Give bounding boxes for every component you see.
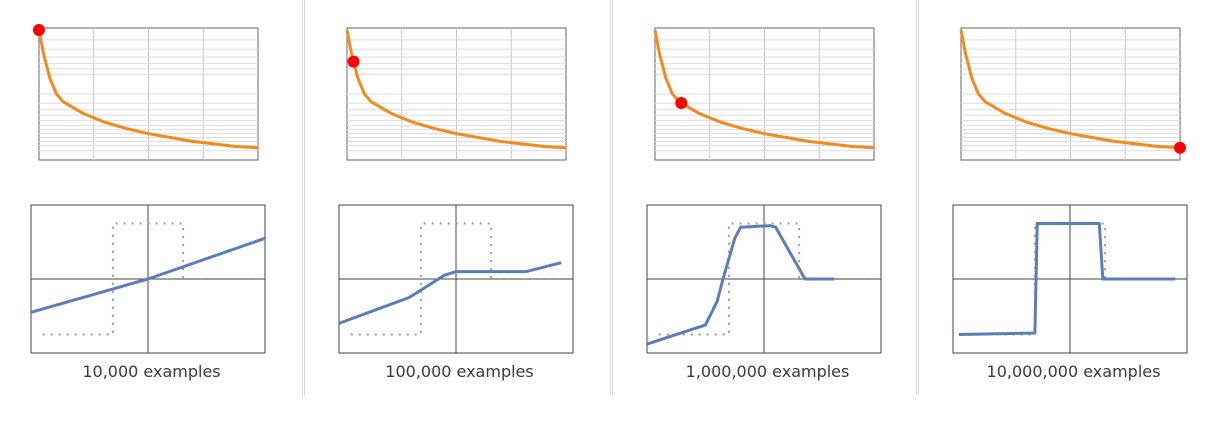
panel-2-caption: 100,000 examples bbox=[385, 362, 534, 381]
training-position-marker bbox=[1174, 141, 1186, 154]
model-prediction-line bbox=[338, 261, 562, 325]
target-function-line bbox=[658, 222, 870, 336]
panel-3-charts bbox=[646, 27, 882, 354]
training-position-marker bbox=[33, 24, 45, 36]
panel-separator bbox=[610, 0, 613, 395]
panel-2-charts bbox=[338, 27, 574, 354]
model-prediction-line bbox=[646, 224, 835, 346]
panel-1-charts bbox=[30, 24, 266, 354]
target-function-line bbox=[350, 222, 562, 336]
panel-4: 10,000,000 examples bbox=[922, 0, 1212, 438]
panel-separator bbox=[916, 0, 919, 395]
panel-3-caption: 1,000,000 examples bbox=[685, 362, 850, 381]
loss-curve-line bbox=[345, 29, 567, 150]
training-position-marker bbox=[347, 55, 360, 68]
loss-curve-line bbox=[959, 29, 1181, 150]
panel-3: 1,000,000 examples bbox=[616, 0, 919, 438]
panel-4-caption: 10,000,000 examples bbox=[986, 362, 1161, 381]
training-position-marker bbox=[675, 96, 688, 109]
panel-1-caption: 10,000 examples bbox=[82, 362, 221, 381]
panel-1: 10,000 examples bbox=[0, 0, 303, 438]
loss-curve-line bbox=[37, 29, 259, 150]
panel-4-charts bbox=[952, 27, 1188, 354]
target-function-line bbox=[42, 222, 254, 336]
panel-2: 100,000 examples bbox=[308, 0, 611, 438]
loss-curve-line bbox=[653, 29, 875, 150]
panel-separator bbox=[302, 0, 305, 395]
model-prediction-line bbox=[30, 236, 266, 314]
model-prediction-line bbox=[958, 222, 1176, 336]
